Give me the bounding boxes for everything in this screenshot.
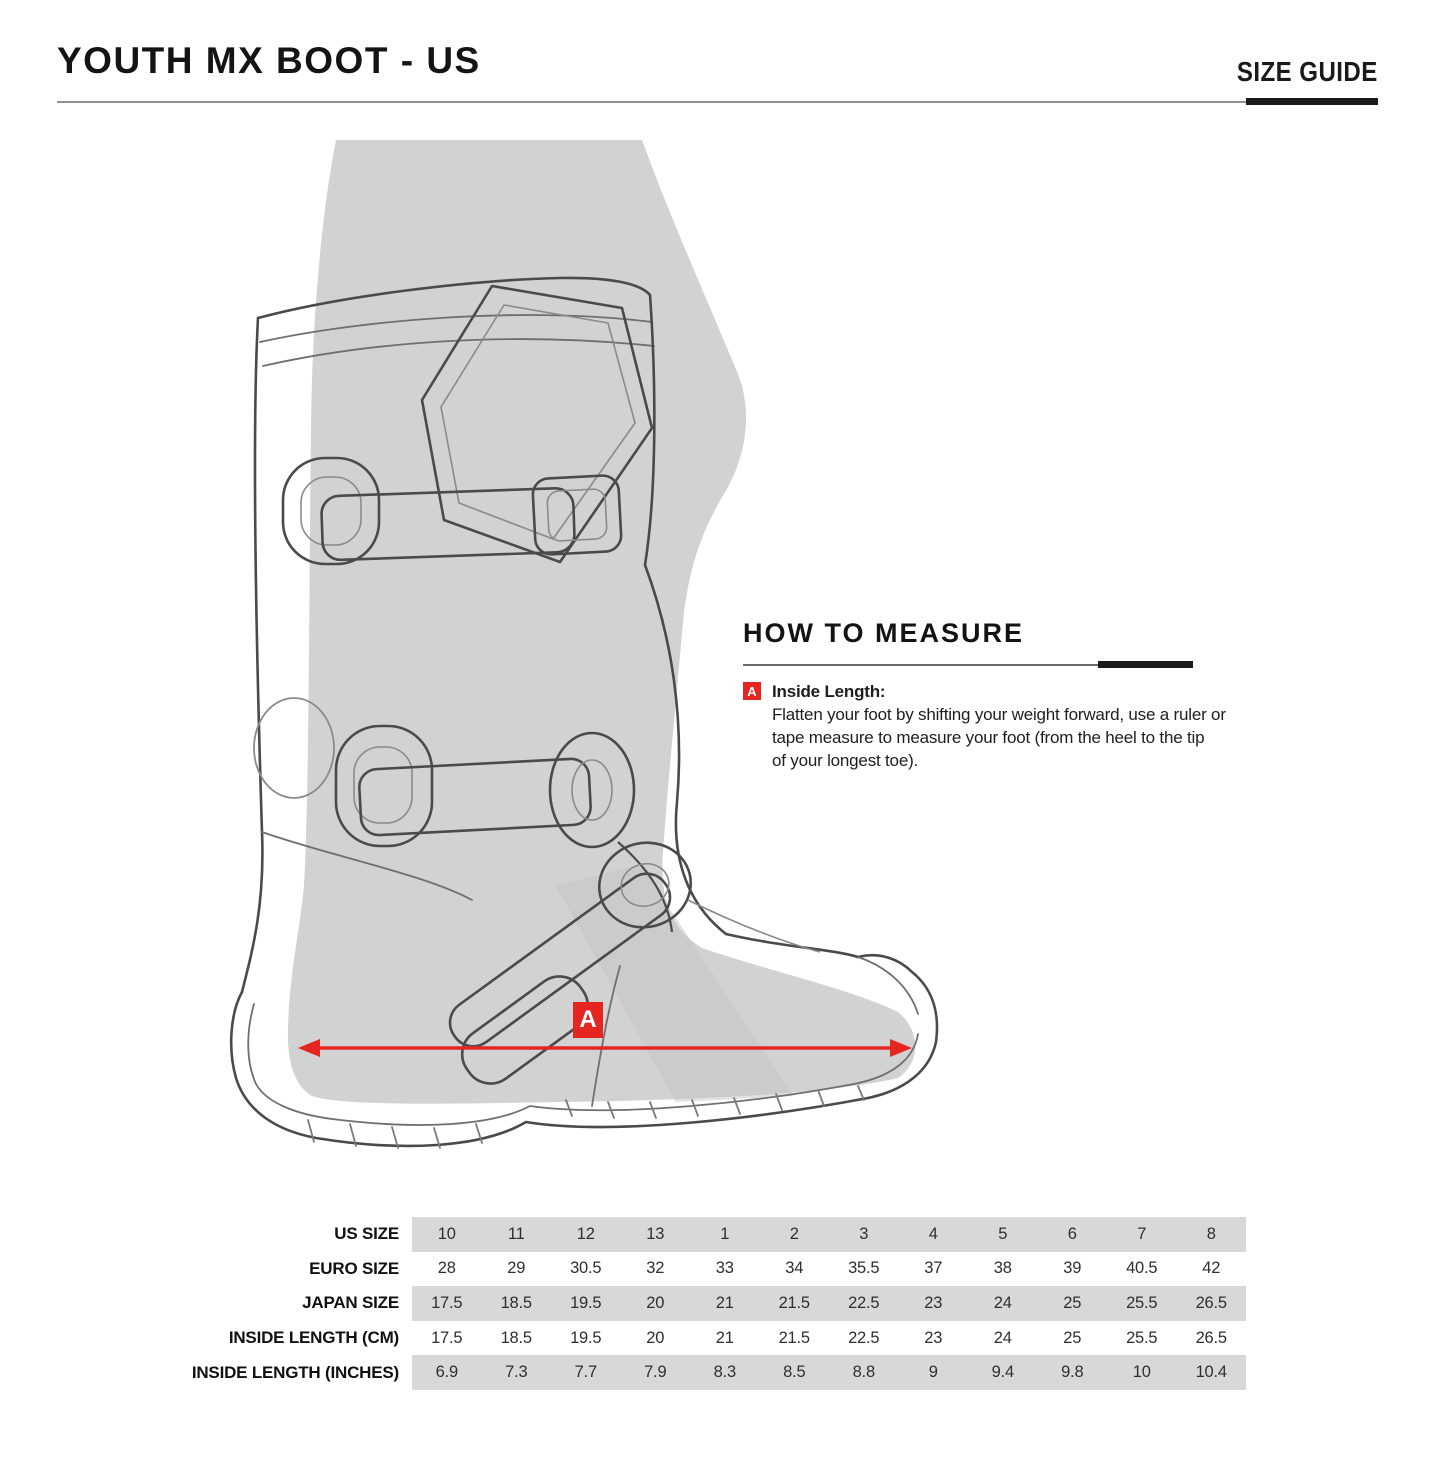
size-table-cell: 20 (620, 1286, 690, 1321)
size-table-cell: 18.5 (500, 1328, 533, 1347)
header-divider-accent (1246, 98, 1378, 105)
inside-length-marker-badge: A (573, 1002, 603, 1038)
size-table-cell: 6.9 (412, 1355, 482, 1390)
size-table-cell: 21.5 (778, 1328, 811, 1347)
page-title: YOUTH MX BOOT - US (57, 40, 481, 81)
size-table-cell: 17.5 (431, 1328, 463, 1347)
middle-buckle (334, 724, 674, 933)
size-table-cell: 40.5 (1126, 1259, 1158, 1278)
size-table: US SIZE 10 11 12 13 1 2 3 4 5 6 7 8 EURO SIZE 28 29 30.5… (0, 1217, 1246, 1390)
size-table-cell: 39 (1063, 1259, 1082, 1278)
measure-item-title: Inside Length: (772, 682, 886, 701)
size-table-row: JAPAN SIZE 17.5 18.5 19.5 20 21 21.5 22.5 23 24 25… (0, 1286, 1246, 1321)
size-table-row-label: INSIDE LENGTH (INCHES) (191, 1362, 399, 1382)
size-table-cell: 26.5 (1195, 1328, 1228, 1347)
size-table-cell: 10 (1107, 1355, 1177, 1390)
size-table-row-label: EURO SIZE (309, 1258, 399, 1278)
inside-length-marker-mini-badge: A (743, 682, 761, 700)
size-table-row: INSIDE LENGTH (INCHES) 6.9 7.3 7.7 7.9 8.3 8.5… (0, 1355, 1246, 1390)
size-table-cell: 29 (507, 1259, 526, 1278)
size-table-cell: 13 (620, 1217, 690, 1252)
size-table-row: EURO SIZE 28 29 30.5 32 33 34 35.5 37 38 39 40.5 42 (0, 1252, 1246, 1287)
measure-item-description: Flatten your foot by shifting your weigh… (772, 705, 1226, 770)
size-table-cell: 35.5 (848, 1259, 880, 1278)
size-table-cell: 23 (898, 1286, 968, 1321)
size-table-cell: 25 (1037, 1286, 1107, 1321)
size-table-row-label: US SIZE (334, 1224, 399, 1244)
size-table-cell: 19.5 (551, 1286, 621, 1321)
inside-length-arrow (298, 1039, 912, 1057)
boot-outline (229, 276, 939, 1148)
size-table-cell: 11 (481, 1217, 551, 1252)
size-table-cell: 8.8 (829, 1355, 899, 1390)
size-table-cell: 25 (1063, 1328, 1082, 1347)
size-table-cell: 7.9 (620, 1355, 690, 1390)
size-table-cell: 4 (898, 1217, 968, 1252)
size-table-row: INSIDE LENGTH (CM) 17.5 18.5 19.5 20 21 21.5 22… (0, 1321, 1246, 1356)
size-table-cell: 24 (968, 1286, 1038, 1321)
size-table-cell: 22.5 (829, 1286, 899, 1321)
size-table-cell: 38 (993, 1259, 1012, 1278)
size-table-cell: 17.5 (412, 1286, 482, 1321)
size-table-row-label: JAPAN SIZE (302, 1293, 399, 1313)
how-to-measure-divider (743, 661, 1193, 668)
size-table-cell: 18.5 (481, 1286, 551, 1321)
sole-treads (307, 1085, 865, 1149)
size-table-cell: 6 (1037, 1217, 1107, 1252)
size-table-cell: 21 (690, 1286, 760, 1321)
size-table-cell: 7.3 (481, 1355, 551, 1390)
upper-buckle (281, 456, 623, 566)
size-table-row: US SIZE 10 11 12 13 1 2 3 4 5 6 7 8 (0, 1217, 1246, 1252)
size-table-cell: 30.5 (570, 1259, 602, 1278)
size-table-cell: 20 (646, 1328, 665, 1347)
size-table-cell: 9 (898, 1355, 968, 1390)
size-table-cell: 25.5 (1107, 1286, 1177, 1321)
size-table-cell: 32 (646, 1259, 665, 1278)
size-table-cell: 21.5 (759, 1286, 829, 1321)
size-table-cell: 3 (829, 1217, 899, 1252)
size-table-cell: 10.4 (1176, 1355, 1246, 1390)
size-table-cell: 9.4 (968, 1355, 1038, 1390)
size-table-cell: 9.8 (1037, 1355, 1107, 1390)
size-guide-label: SIZE GUIDE (1237, 56, 1378, 87)
size-table-cell: 7.7 (551, 1355, 621, 1390)
size-table-cell: 8.5 (759, 1355, 829, 1390)
size-table-cell: 21 (715, 1328, 734, 1347)
size-table-body: US SIZE 10 11 12 13 1 2 3 4 5 6 7 8 EURO SIZE 28 29 30.5… (0, 1217, 1246, 1390)
size-table-cell: 25.5 (1126, 1328, 1158, 1347)
measure-item-inside-length: A Inside Length: Flatten your foot by sh… (743, 680, 1263, 772)
instep-buckle (448, 841, 821, 1085)
size-table-cell: 33 (715, 1259, 734, 1278)
size-table-cell: 28 (437, 1259, 456, 1278)
size-table-cell: 10 (412, 1217, 482, 1252)
how-to-measure-section: HOW TO MEASURE A Inside Length: Flatten … (743, 618, 1263, 772)
size-table-cell: 37 (924, 1259, 943, 1278)
size-table-cell: 26.5 (1176, 1286, 1246, 1321)
size-table-cell: 8.3 (690, 1355, 760, 1390)
size-table-cell: 22.5 (848, 1328, 880, 1347)
size-table-cell: 2 (759, 1217, 829, 1252)
size-table-cell: 34 (785, 1259, 804, 1278)
how-to-measure-title: HOW TO MEASURE (743, 618, 1025, 648)
size-table-cell: 19.5 (570, 1328, 602, 1347)
size-table-cell: 7 (1107, 1217, 1177, 1252)
size-table-cell: 23 (924, 1328, 943, 1347)
size-table-cell: 12 (551, 1217, 621, 1252)
size-table-row-label: INSIDE LENGTH (CM) (228, 1328, 399, 1348)
size-table-cell: 8 (1176, 1217, 1246, 1252)
header-divider (57, 101, 1378, 103)
size-table-cell: 24 (993, 1328, 1012, 1347)
size-table-cell: 42 (1202, 1259, 1221, 1278)
leg-silhouette (287, 140, 916, 1104)
size-table-cell: 1 (690, 1217, 760, 1252)
size-table-cell: 5 (968, 1217, 1038, 1252)
